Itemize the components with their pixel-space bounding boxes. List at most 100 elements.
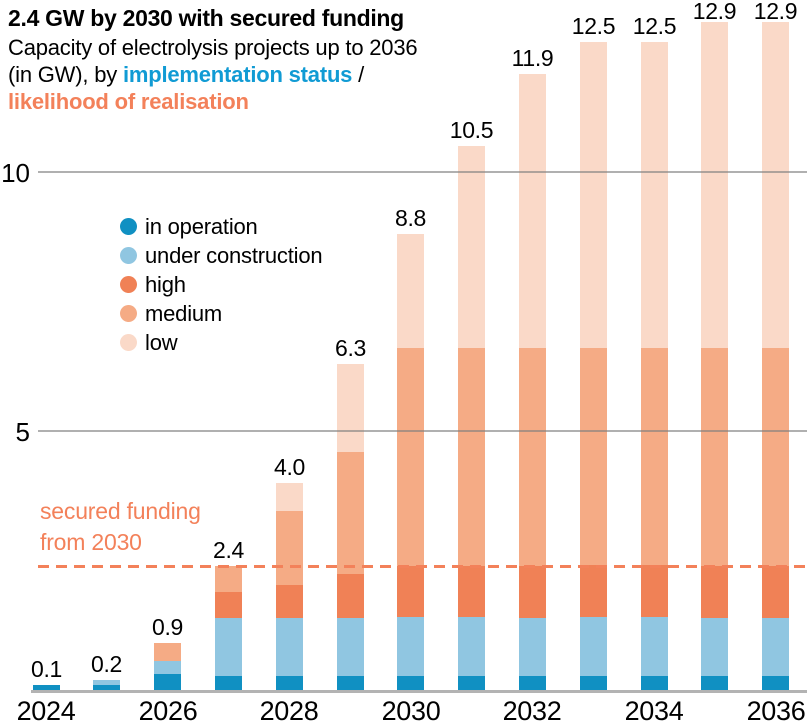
bar-segment-low xyxy=(762,22,789,349)
bar-segment-medium xyxy=(337,451,364,575)
x-tick-label-2024: 2024 xyxy=(16,696,76,726)
bar-segment-medium xyxy=(215,566,242,592)
legend-label: medium xyxy=(145,300,223,326)
bar-segment-in-operation xyxy=(93,685,120,690)
legend: in operation under construction high med… xyxy=(120,212,323,357)
bar-value-label: 4.0 xyxy=(273,454,306,480)
bar-2035 xyxy=(701,22,728,690)
subtitle-line1: Capacity of electrolysis projects up to … xyxy=(8,35,418,60)
bar-segment-high xyxy=(519,565,546,618)
bar-value-label: 10.5 xyxy=(449,117,494,143)
chart-subtitle: Capacity of electrolysis projects up to … xyxy=(8,34,448,115)
legend-label: high xyxy=(145,271,186,297)
bar-value-label: 0.2 xyxy=(90,651,123,677)
bar-segment-under-construction xyxy=(762,617,789,677)
bar-segment-low xyxy=(337,364,364,452)
bar-value-label: 0.9 xyxy=(151,614,184,640)
subtitle-likelihood-of-realisation: likelihood of realisation xyxy=(8,89,249,114)
bar-segment-medium xyxy=(154,643,181,662)
bar-segment-low xyxy=(641,42,668,348)
secured-funding-annotation: secured funding from 2030 xyxy=(40,496,201,558)
bar-value-label: 2.4 xyxy=(212,537,245,563)
bar-2025 xyxy=(93,680,120,690)
secured-funding-reference-line xyxy=(38,565,807,568)
x-axis-line xyxy=(31,690,807,693)
y-tick-label-5: 5 xyxy=(15,417,30,447)
bar-2024 xyxy=(33,685,60,690)
bar-value-label: 12.9 xyxy=(692,0,737,24)
y-tick-label-10: 10 xyxy=(1,158,30,188)
bar-segment-medium xyxy=(762,348,789,566)
x-tick-label-2032: 2032 xyxy=(502,696,562,726)
bar-segment-low xyxy=(397,234,424,348)
bar-2029 xyxy=(337,364,364,690)
bar-2034 xyxy=(641,42,668,691)
legend-dot-under-construction-icon xyxy=(120,247,137,264)
legend-label: in operation xyxy=(145,213,258,239)
bar-value-label: 12.5 xyxy=(571,13,616,39)
bar-segment-in-operation xyxy=(33,685,60,690)
x-tick-label-2034: 2034 xyxy=(624,696,684,726)
bar-2033 xyxy=(580,42,607,691)
bar-segment-under-construction xyxy=(276,617,303,677)
bar-segment-in-operation xyxy=(215,676,242,690)
bar-segment-high xyxy=(215,591,242,618)
bar-2031 xyxy=(458,146,485,691)
x-tick-label-2026: 2026 xyxy=(138,696,198,726)
bar-segment-under-construction xyxy=(215,617,242,677)
chart-title: 2.4 GW by 2030 with secured funding xyxy=(8,5,404,31)
legend-item-in-operation: in operation xyxy=(120,212,322,241)
bar-value-label: 12.9 xyxy=(753,0,798,24)
bar-value-label: 8.8 xyxy=(394,205,427,231)
bar-segment-medium xyxy=(701,348,728,566)
bar-segment-low xyxy=(519,74,546,349)
bar-segment-under-construction xyxy=(458,617,485,677)
legend-label: under construction xyxy=(145,242,323,268)
legend-item-low: low xyxy=(120,328,322,357)
bar-value-label: 11.9 xyxy=(511,45,554,71)
bar-segment-low xyxy=(701,22,728,349)
annotation-line2: from 2030 xyxy=(40,529,142,555)
gridline-5 xyxy=(38,430,807,432)
bar-segment-high xyxy=(701,565,728,618)
bar-2028 xyxy=(276,483,303,690)
bar-segment-under-construction xyxy=(154,661,181,675)
legend-dot-high-icon xyxy=(120,276,137,293)
bar-segment-high xyxy=(762,565,789,618)
x-tick-label-2030: 2030 xyxy=(381,696,441,726)
bar-value-label: 0.1 xyxy=(30,656,63,682)
bar-value-label: 6.3 xyxy=(334,335,367,361)
subtitle-implementation-status: implementation status xyxy=(122,62,353,87)
legend-item-high: high xyxy=(120,270,322,299)
bar-2030 xyxy=(397,234,424,690)
bar-segment-high xyxy=(458,565,485,618)
bar-segment-in-operation xyxy=(580,675,607,691)
bar-segment-under-construction xyxy=(397,617,424,676)
bar-segment-high xyxy=(641,565,668,618)
bar-segment-in-operation xyxy=(337,676,364,690)
bar-segment-medium xyxy=(519,348,546,566)
bar-segment-in-operation xyxy=(762,676,789,690)
bar-segment-medium xyxy=(641,347,668,566)
bar-segment-in-operation xyxy=(458,676,485,691)
bar-segment-low xyxy=(458,146,485,349)
annotation-line1: secured funding xyxy=(40,498,201,524)
bar-segment-high xyxy=(397,565,424,618)
bar-segment-under-construction xyxy=(337,617,364,677)
subtitle-line2-post: / xyxy=(352,62,365,87)
x-tick-label-2036: 2036 xyxy=(746,696,806,726)
bar-segment-under-construction xyxy=(701,617,728,677)
bar-segment-in-operation xyxy=(397,675,424,690)
bar-2027 xyxy=(215,566,242,690)
bar-segment-in-operation xyxy=(519,676,546,690)
bar-segment-under-construction xyxy=(519,617,546,677)
bar-segment-medium xyxy=(458,348,485,566)
chart-header: 2.4 GW by 2030 with secured funding Capa… xyxy=(8,4,448,115)
legend-item-under-construction: under construction xyxy=(120,241,323,270)
bar-value-label: 12.5 xyxy=(632,13,677,39)
x-tick-label-2028: 2028 xyxy=(259,696,319,726)
legend-dot-low-icon xyxy=(120,334,137,351)
bar-2036 xyxy=(762,22,789,690)
